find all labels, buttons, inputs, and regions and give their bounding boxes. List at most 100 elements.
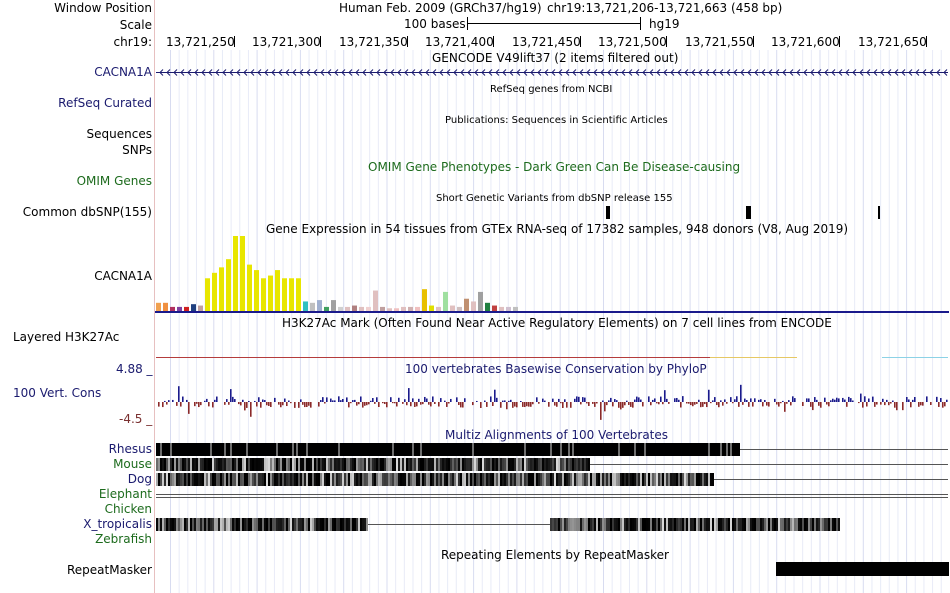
- multiz-alignment-block: [314, 473, 316, 486]
- multiz-alignment-block: [652, 518, 654, 531]
- multiz-species-chicken[interactable]: Chicken: [104, 502, 152, 516]
- multiz-alignment-block: [162, 473, 164, 486]
- multiz-alignment-block: [186, 458, 188, 471]
- multiz-alignment-block: [412, 443, 414, 456]
- strand-chevron: [383, 69, 388, 76]
- multiz-alignment-block: [648, 473, 650, 486]
- multiz-alignment-block: [294, 473, 296, 486]
- gtex-track-label[interactable]: CACNA1A: [94, 269, 152, 283]
- multiz-species-x-tropicalis[interactable]: X_tropicalis: [83, 517, 152, 531]
- phylop-bar: [844, 399, 846, 402]
- phylop-bar: [810, 402, 812, 407]
- multiz-alignment-block: [770, 518, 772, 531]
- phylop-track-label[interactable]: 100 Vert. Cons: [13, 386, 102, 400]
- dbsnp-track-label[interactable]: Common dbSNP(155): [22, 205, 152, 219]
- multiz-alignment-block: [454, 458, 456, 471]
- phylop-bar: [880, 402, 882, 405]
- phylop-bar: [846, 402, 848, 407]
- multiz-alignment-block: [350, 443, 352, 456]
- strand-chevron: [887, 69, 892, 76]
- snps-track-label[interactable]: SNPs: [122, 143, 152, 157]
- multiz-alignment-block: [318, 473, 320, 486]
- phylop-bar: [404, 399, 406, 402]
- strand-chevron: [390, 69, 395, 76]
- multiz-alignment-block: [326, 458, 328, 471]
- multiz-alignment-block: [356, 518, 358, 531]
- multiz-species-elephant[interactable]: Elephant: [98, 487, 152, 501]
- multiz-alignment-block: [418, 458, 420, 471]
- multiz-alignment-block: [616, 518, 618, 531]
- phylop-bar: [610, 397, 612, 402]
- multiz-alignment-block: [172, 443, 174, 456]
- multiz-alignment-block: [630, 518, 632, 531]
- phylop-bar: [228, 402, 230, 405]
- phylop-bar: [630, 402, 632, 407]
- multiz-alignment-block: [590, 518, 592, 531]
- multiz-species-mouse[interactable]: Mouse: [113, 457, 152, 471]
- publications-track-label[interactable]: Sequences: [86, 127, 152, 141]
- multiz-alignment-block: [442, 473, 444, 486]
- multiz-alignment-block: [718, 443, 720, 456]
- multiz-alignment-block: [418, 443, 420, 456]
- multiz-alignment-block: [548, 443, 550, 456]
- multiz-alignment-block: [580, 518, 582, 531]
- phylop-bar: [484, 400, 486, 402]
- phylop-bar: [492, 402, 494, 406]
- multiz-alignment-block: [262, 458, 264, 471]
- multiz-alignment-block: [284, 473, 286, 486]
- phylop-bar: [726, 402, 728, 404]
- multiz-alignment-block: [208, 443, 210, 456]
- refseq-track-label[interactable]: RefSeq Curated: [58, 96, 152, 110]
- multiz-alignment-block: [272, 443, 274, 456]
- multiz-alignment-block: [496, 458, 498, 471]
- phylop-bar: [596, 402, 598, 404]
- omim-track-label[interactable]: OMIM Genes: [76, 174, 152, 188]
- repeatmasker-track-label[interactable]: RepeatMasker: [66, 563, 152, 577]
- multiz-alignment-block: [490, 473, 492, 486]
- multiz-alignment-block: [370, 473, 372, 486]
- gtex-tissue-bar: [163, 302, 168, 311]
- strand-chevron: [908, 69, 913, 76]
- multiz-alignment-block: [430, 458, 432, 471]
- multiz-species-zebrafish[interactable]: Zebrafish: [95, 532, 152, 546]
- multiz-alignment-block: [254, 518, 256, 531]
- phylop-bar: [592, 402, 594, 404]
- phylop-bar: [528, 402, 530, 407]
- gencode-track-title: GENCODE V49lift37 (2 items filtered out): [432, 51, 679, 65]
- h3k27ac-track-label[interactable]: Layered H3K27Ac: [13, 330, 120, 344]
- multiz-alignment-block: [244, 518, 246, 531]
- multiz-alignment-block: [432, 473, 434, 486]
- multiz-alignment-block: [698, 518, 700, 531]
- multiz-alignment-block: [330, 518, 332, 531]
- phylop-bar: [290, 402, 292, 404]
- multiz-alignment-block: [520, 458, 522, 471]
- multiz-alignment-block: [824, 518, 826, 531]
- strand-chevron: [334, 69, 339, 76]
- strand-chevron: [586, 69, 591, 76]
- multiz-alignment-block: [420, 458, 422, 471]
- multiz-alignment-block: [668, 473, 670, 486]
- multiz-species-dog[interactable]: Dog: [127, 472, 152, 486]
- multiz-alignment-block: [288, 518, 290, 531]
- ruler-tick-label: 13,721,250: [166, 35, 235, 49]
- multiz-alignment-block: [168, 443, 170, 456]
- phylop-bar: [648, 396, 650, 402]
- multiz-alignment-block: [564, 458, 566, 471]
- multiz-alignment-block: [436, 473, 438, 486]
- multiz-alignment-block: [296, 458, 298, 471]
- multiz-alignment-block: [170, 518, 172, 531]
- multiz-alignment-block: [168, 518, 170, 531]
- multiz-alignment-block: [634, 473, 636, 486]
- multiz-alignment-block: [574, 473, 576, 486]
- multiz-alignment-block: [574, 518, 576, 531]
- multiz-alignment-block: [202, 518, 204, 531]
- multiz-alignment-block: [196, 518, 198, 531]
- multiz-alignment-block: [498, 473, 500, 486]
- multiz-alignment-block: [260, 443, 262, 456]
- phylop-bar: [196, 402, 198, 404]
- multiz-species-rhesus[interactable]: Rhesus: [108, 442, 152, 456]
- gencode-item-label[interactable]: CACNA1A: [94, 65, 152, 79]
- gtex-tissue-bar: [401, 306, 406, 311]
- multiz-alignment-block: [470, 473, 472, 486]
- multiz-alignment-block: [416, 473, 418, 486]
